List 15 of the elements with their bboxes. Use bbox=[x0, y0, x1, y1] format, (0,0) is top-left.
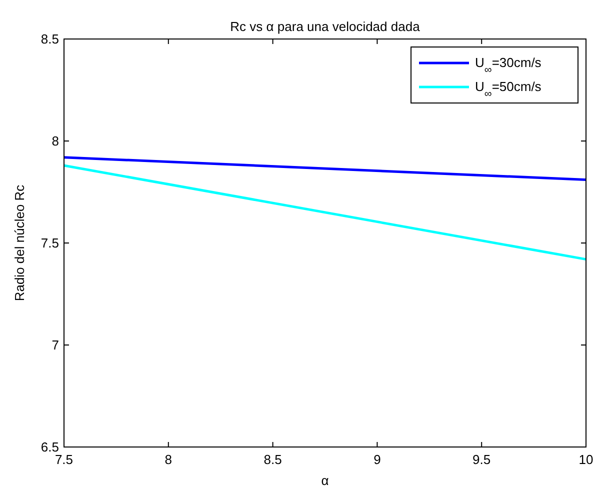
x-tick-label: 9.5 bbox=[472, 452, 491, 467]
y-tick-label: 6.5 bbox=[40, 440, 59, 454]
x-tick-label: 8.5 bbox=[264, 452, 282, 467]
x-tick-label: 9 bbox=[374, 452, 381, 467]
x-axis-title: α bbox=[321, 473, 330, 488]
legend-label: U$_{∞}$=30cm/s bbox=[475, 55, 542, 76]
legend-label: U$_{∞}$=50cm/s bbox=[475, 79, 542, 100]
chart-title: Rc vs α para una velocidad dada bbox=[230, 19, 421, 34]
y-tick-label: 7.5 bbox=[40, 236, 59, 250]
x-tick-label: 10 bbox=[578, 452, 594, 467]
y-tick-label: 7 bbox=[52, 338, 59, 352]
y-tick-label: 8.5 bbox=[40, 32, 59, 46]
y-tick-label: 8 bbox=[52, 134, 59, 148]
x-tick-label: 8 bbox=[164, 452, 172, 467]
y-axis-title: Radio del núcleo Rc bbox=[12, 184, 27, 302]
